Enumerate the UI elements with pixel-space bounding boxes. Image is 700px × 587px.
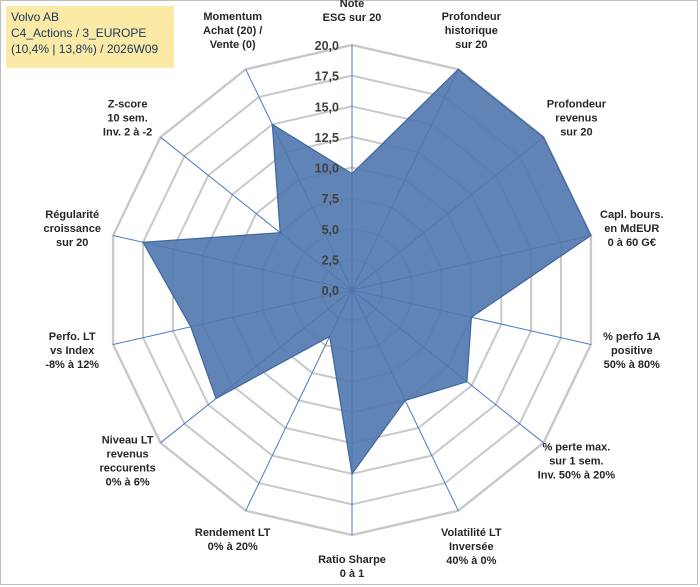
title-box: Volvo AB C4_Actions / 3_EUROPE (10,4% | … — [6, 6, 174, 68]
tick-label: 15,0 — [315, 100, 339, 114]
title-category: C4_Actions / 3_EUROPE — [11, 26, 147, 40]
tick-label: 2,5 — [322, 253, 339, 267]
axis-label: Profondeur revenus sur 20 — [547, 99, 607, 139]
title-company: Volvo AB — [11, 10, 60, 24]
axis-label: Capl. bours. en MdEUR 0 à 60 G€ — [600, 209, 664, 249]
radar-area — [142, 68, 592, 476]
axis-label: Rendement LT 0% à 20% — [195, 527, 271, 553]
axis-label: Ratio Sharpe 0 à 1 — [318, 554, 386, 580]
tick-label: 20,0 — [315, 39, 339, 53]
axis-label: Momentum Achat (20) / Vente (0) — [203, 11, 262, 51]
axis-label: % perfo 1A positive 50% à 80% — [603, 331, 661, 371]
axis-label: Note ESG sur 20 — [323, 0, 382, 24]
tick-label: 5,0 — [322, 223, 339, 237]
series-area — [142, 68, 592, 476]
radar-tick-labels: 0,0 2,5 5,0 7,5 10,0 12,5 15,0 17,5 20,0 — [315, 39, 339, 298]
tick-label: 7,5 — [322, 192, 339, 206]
axis-label: Régularité croissance sur 20 — [43, 209, 100, 249]
radar-axis-labels: Note ESG sur 20 Profondeur historique sur 20… — [43, 0, 663, 580]
axis-label: Niveau LT revenus reccurents 0% à 6% — [99, 435, 155, 489]
tick-label: 17,5 — [315, 70, 339, 84]
tick-label: 10,0 — [315, 162, 339, 176]
axis-label: Perfo. LT vs Index -8% à 12% — [45, 331, 99, 371]
axis-label: Z-score 10 sem. Inv. 2 à -2 — [103, 99, 152, 139]
axis-label: % perte max. sur 1 sem. Inv. 50% à 20% — [538, 442, 616, 482]
axis-label: Volatilité LT Inversée 40% à 0% — [441, 527, 502, 567]
title-perf-week: (10,4% | 13,8%) / 2026W09 — [11, 42, 159, 56]
tick-label: 12,5 — [315, 131, 339, 145]
tick-label: 0,0 — [322, 284, 339, 298]
axis-label: Profondeur historique sur 20 — [442, 11, 502, 51]
